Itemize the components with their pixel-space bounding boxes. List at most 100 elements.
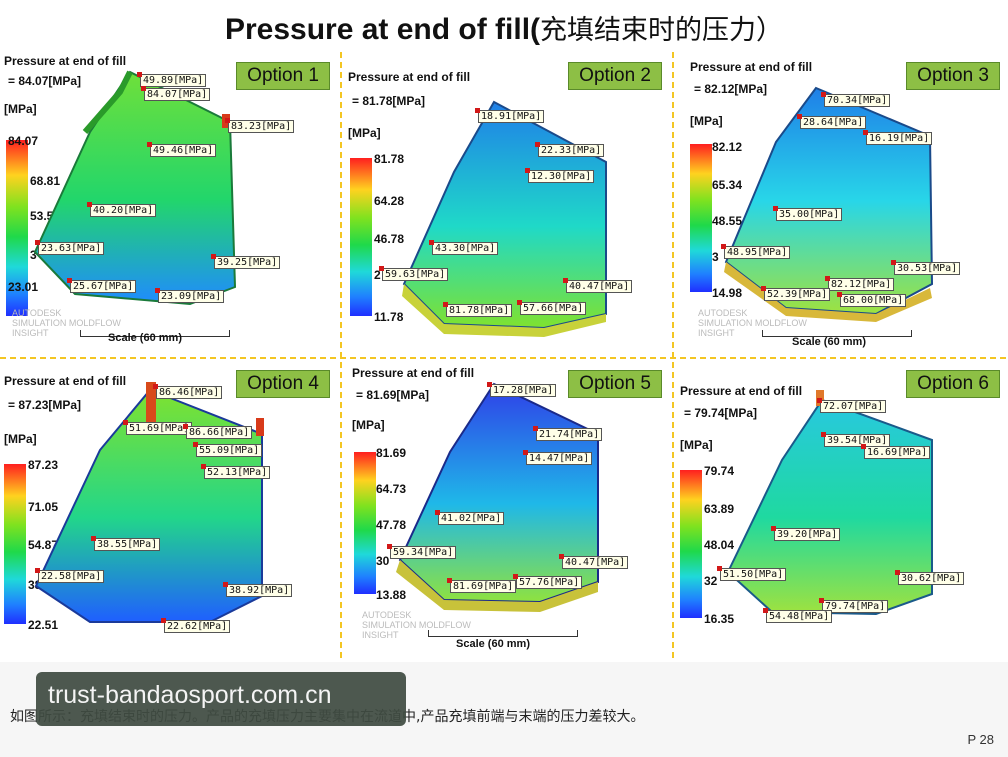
option-badge: Option 3 (906, 62, 1000, 90)
result-title: Pressure at end of fill (690, 60, 813, 74)
legend-tick: 46.78 (374, 232, 405, 246)
max-pressure-value: = 82.12[MPa] (694, 82, 768, 96)
max-pressure-value: = 81.78[MPa] (352, 94, 426, 108)
pressure-label: 14.47[MPa] (522, 450, 593, 465)
pressure-label: 59.34[MPa] (386, 544, 457, 559)
part-shape (34, 382, 264, 623)
result-title: Pressure at end of fill (680, 384, 803, 398)
legend-tick: 14.98 (712, 286, 743, 300)
legend-tick: 71.05 (28, 500, 59, 514)
pressure-label: 51.50[MPa] (716, 566, 787, 581)
pressure-label: 86.66[MPa] (182, 424, 253, 439)
result-panel-option-2: Pressure at end of fill = 81.78[MPa] [MP… (344, 52, 670, 356)
legend-tick: 64.28 (374, 194, 405, 208)
legend-tick: 3 (712, 250, 719, 264)
pressure-label: 30.53[MPa] (890, 260, 961, 275)
legend-tick: 3 (30, 248, 37, 262)
pressure-label: 25.67[MPa] (66, 278, 137, 293)
pressure-label: 38.55[MPa] (90, 536, 161, 551)
legend-unit: [MPa] (4, 102, 37, 116)
color-legend-bar (354, 452, 376, 594)
legend-tick: 54.87 (28, 538, 59, 552)
pressure-label: 57.76[MPa] (512, 574, 583, 589)
pressure-label: 79.74[MPa] (818, 598, 889, 613)
pressure-label: 84.07[MPa] (140, 86, 211, 101)
pressure-label: 39.25[MPa] (210, 254, 281, 269)
result-title: Pressure at end of fill (4, 374, 127, 388)
pressure-label: 70.34[MPa] (820, 92, 891, 107)
result-panel-option-6: Pressure at end of fill = 79.74[MPa] [MP… (676, 360, 1008, 660)
max-pressure-value: = 87.23[MPa] (8, 398, 82, 412)
legend-tick: 11.78 (374, 310, 404, 324)
option-badge: Option 5 (568, 370, 662, 398)
pressure-label: 18.91[MPa] (474, 108, 545, 123)
option-badge: Option 4 (236, 370, 330, 398)
legend-tick: 64.73 (376, 482, 407, 496)
pressure-label: 52.39[MPa] (760, 286, 831, 301)
watermark-banner-text: trust-bandaosport.com.cn (48, 681, 332, 709)
pressure-label: 28.64[MPa] (796, 114, 867, 129)
pressure-label: 23.63[MPa] (34, 240, 105, 255)
pressure-label: 81.78[MPa] (442, 302, 513, 317)
pressure-label: 59.63[MPa] (378, 266, 449, 281)
pressure-label: 16.19[MPa] (862, 130, 933, 145)
scale-label: Scale (60 mm) (456, 638, 530, 650)
color-legend-bar (4, 464, 26, 624)
result-panel-option-1: Pressure at end of fill = 84.07[MPa] [MP… (0, 52, 338, 356)
pressure-label: 55.09[MPa] (192, 442, 263, 457)
pressure-label: 40.47[MPa] (562, 278, 633, 293)
legend-unit: [MPa] (690, 114, 723, 128)
legend-tick: 63.89 (704, 502, 735, 516)
color-legend-bar (350, 158, 372, 316)
pressure-label: 21.74[MPa] (532, 426, 603, 441)
legend-tick: 81.69 (376, 446, 407, 460)
legend-tick: 32 (704, 574, 718, 588)
pressure-label: 48.95[MPa] (720, 244, 791, 259)
pressure-label: 40.20[MPa] (86, 202, 157, 217)
legend-tick: 82.12 (712, 140, 743, 154)
pressure-label: 41.02[MPa] (434, 510, 505, 525)
legend-tick: 13.88 (376, 588, 407, 602)
pressure-label: 43.30[MPa] (428, 240, 499, 255)
legend-tick: 30 (376, 554, 390, 568)
legend-unit: [MPa] (4, 432, 37, 446)
legend-tick: 22.51 (28, 618, 59, 632)
pressure-label: 51.69[MPa] (122, 420, 193, 435)
legend-tick: 16.35 (704, 612, 735, 626)
part-shape (402, 100, 607, 337)
legend-tick: 87.23 (28, 458, 59, 472)
option-badge: Option 2 (568, 62, 662, 90)
pressure-label: 68.00[MPa] (836, 292, 907, 307)
pressure-label: 16.69[MPa] (860, 444, 931, 459)
option-badge: Option 6 (906, 370, 1000, 398)
legend-tick: 79.74 (704, 464, 735, 478)
legend-tick: 81.78 (374, 152, 405, 166)
scale-bar (80, 330, 230, 337)
max-pressure-value: = 84.07[MPa] (8, 74, 82, 88)
legend-tick: 47.78 (376, 518, 407, 532)
legend-tick: 48.55 (712, 214, 743, 228)
pressure-label: 12.30[MPa] (524, 168, 595, 183)
legend-unit: [MPa] (680, 438, 713, 452)
pressure-label: 22.33[MPa] (534, 142, 605, 157)
scale-bar (428, 630, 578, 637)
pressure-label: 83.23[MPa] (224, 118, 295, 133)
result-panel-option-3: Pressure at end of fill = 82.12[MPa] [MP… (676, 52, 1008, 356)
option-badge: Option 1 (236, 62, 330, 90)
max-pressure-value: = 79.74[MPa] (684, 406, 758, 420)
legend-tick: 2 (374, 268, 381, 282)
color-legend-bar (690, 144, 712, 292)
software-watermark: AUTODESK SIMULATION MOLDFLOW INSIGHT (362, 610, 471, 640)
page-number: P 28 (967, 732, 994, 747)
result-title: Pressure at end of fill (4, 54, 127, 68)
legend-unit: [MPa] (352, 418, 385, 432)
legend-tick: 65.34 (712, 178, 743, 192)
pressure-label: 22.62[MPa] (160, 618, 231, 633)
software-watermark: AUTODESK SIMULATION MOLDFLOW INSIGHT (698, 308, 807, 338)
result-title: Pressure at end of fill (352, 366, 475, 380)
page-title-en: Pressure at end of fill( (224, 13, 541, 46)
page-title-cn: 充填结束时的压力） (540, 15, 784, 46)
legend-unit: [MPa] (348, 126, 381, 140)
legend-tick: 68.81 (30, 174, 61, 188)
max-pressure-value: = 81.69[MPa] (356, 388, 430, 402)
